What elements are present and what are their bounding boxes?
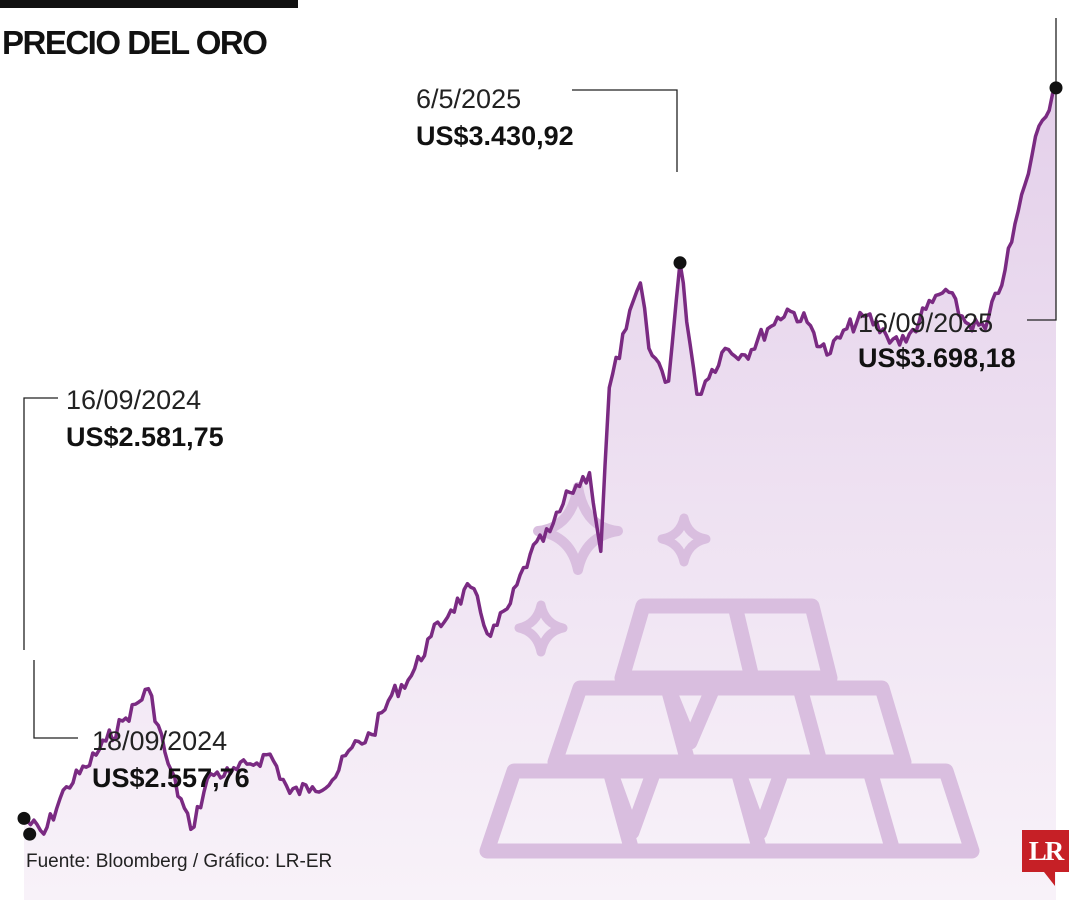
annotation-date: 6/5/2025: [416, 84, 521, 114]
source-note: Fuente: Bloomberg / Gráfico: LR-ER: [26, 851, 333, 872]
callout-leader: [23, 397, 58, 650]
annotation-value: US$2.557,76: [92, 763, 250, 793]
data-point-marker: [23, 827, 37, 841]
annotation-value: US$2.581,75: [66, 422, 224, 452]
callout-leader: [33, 660, 78, 739]
lr-logo: LR: [1022, 830, 1069, 872]
annotation-value: US$3.430,92: [416, 121, 574, 151]
callout-leader: [572, 89, 678, 172]
data-point-marker: [17, 811, 31, 825]
gold-bars-illustration: [479, 482, 980, 859]
annotation-value: US$3.698,18: [858, 343, 1016, 373]
callout-leader: [1027, 18, 1057, 321]
sparkle-icon: [657, 513, 711, 567]
gold-bar-icon: [614, 598, 838, 686]
lr-logo-tail: [1044, 872, 1055, 886]
page-title: PRECIO DEL ORO: [2, 24, 268, 61]
sparkle-icon: [514, 600, 568, 657]
gold-bar-icon: [479, 763, 980, 859]
annotation-date: 16/09/2025: [858, 308, 993, 338]
title-rule: [0, 0, 298, 8]
gold-bar-icon: [547, 680, 912, 770]
data-point-marker: [1049, 81, 1063, 95]
data-point-marker: [673, 256, 687, 270]
annotation-date: 16/09/2024: [66, 385, 201, 415]
annotation-date: 18/09/2024: [92, 726, 227, 756]
price-line: [22, 86, 1058, 836]
